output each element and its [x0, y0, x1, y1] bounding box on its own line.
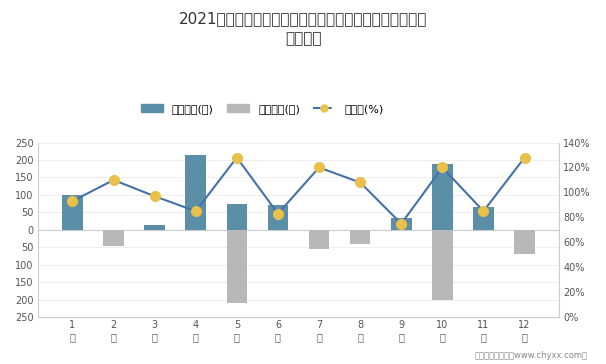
产销率(%) — [151, 194, 158, 198]
Bar — [391, 218, 411, 230]
Text: 制图：智研咨询（www.chyxx.com）: 制图：智研咨询（www.chyxx.com） — [475, 351, 588, 360]
产销率(%) — [275, 211, 282, 216]
Bar — [473, 207, 494, 230]
Bar — [432, 163, 453, 230]
Bar — [514, 230, 535, 254]
Bar — [432, 230, 453, 300]
产销率(%) — [233, 155, 241, 160]
Bar — [144, 225, 165, 230]
产销率(%) — [398, 222, 405, 226]
Bar — [227, 230, 247, 303]
Bar — [103, 230, 124, 246]
产销率(%) — [192, 209, 199, 213]
Bar — [62, 195, 82, 230]
产销率(%) — [439, 165, 446, 170]
Bar — [268, 205, 288, 230]
Bar — [350, 230, 370, 244]
产销率(%) — [521, 155, 528, 160]
Text: 2021年江苏跃进摩托车制造有限责任公司库存情况及产销
率统计图: 2021年江苏跃进摩托车制造有限责任公司库存情况及产销 率统计图 — [179, 11, 427, 46]
Bar — [309, 230, 329, 249]
产销率(%) — [356, 180, 364, 185]
Bar — [227, 204, 247, 230]
产销率(%) — [480, 209, 487, 213]
产销率(%) — [110, 178, 117, 182]
Legend: 积压库存(辆), 清仓库存(辆), 产销率(%): 积压库存(辆), 清仓库存(辆), 产销率(%) — [136, 99, 388, 118]
产销率(%) — [315, 165, 322, 170]
Line: 产销率(%): 产销率(%) — [67, 153, 530, 229]
Bar — [185, 155, 206, 230]
产销率(%) — [68, 199, 76, 203]
